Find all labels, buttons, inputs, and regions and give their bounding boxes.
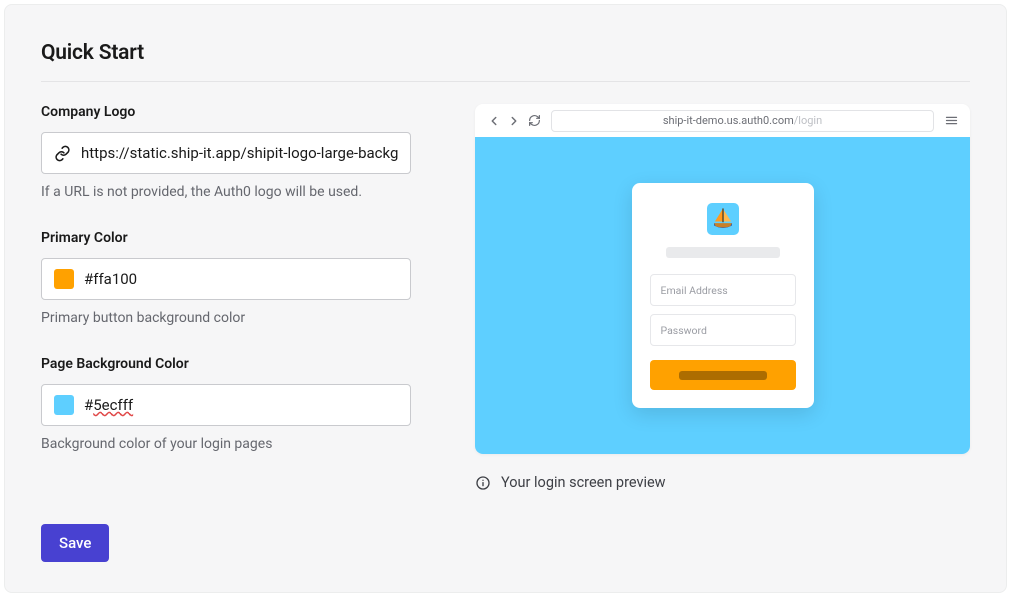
company-logo-label: Company Logo — [41, 104, 411, 120]
preview-column: ship-it-demo.us.auth0.com/login — [475, 104, 970, 562]
browser-toolbar: ship-it-demo.us.auth0.com/login — [475, 104, 970, 137]
primary-color-label: Primary Color — [41, 230, 411, 246]
primary-color-field: Primary Color Primary button background … — [41, 230, 411, 326]
company-logo-field: Company Logo If a URL is not provided, t… — [41, 104, 411, 200]
preview-caption-text: Your login screen preview — [501, 474, 666, 491]
refresh-icon[interactable] — [525, 112, 543, 130]
quick-start-panel: Quick Start Company Logo If a URL is not… — [4, 4, 1007, 593]
hamburger-icon[interactable] — [942, 112, 960, 130]
address-path: /login — [794, 114, 822, 127]
background-color-field: Page Background Color #5ecfff Background… — [41, 356, 411, 452]
background-color-input-wrap[interactable]: #5ecfff — [41, 384, 411, 426]
preview-login-button-label — [679, 371, 767, 380]
address-bar[interactable]: ship-it-demo.us.auth0.com/login — [551, 110, 934, 132]
primary-color-input[interactable] — [84, 270, 398, 288]
company-logo-hint: If a URL is not provided, the Auth0 logo… — [41, 184, 411, 200]
company-logo-input-wrap[interactable] — [41, 132, 411, 174]
preview-viewport: Email Address Password — [475, 137, 970, 454]
browser-nav — [485, 112, 543, 130]
background-color-hint: Background color of your login pages — [41, 436, 411, 452]
primary-color-hint: Primary button background color — [41, 310, 411, 326]
back-icon[interactable] — [485, 112, 503, 130]
background-color-input[interactable]: #5ecfff — [84, 396, 398, 414]
preview-caption: Your login screen preview — [475, 474, 970, 491]
primary-color-input-wrap[interactable] — [41, 258, 411, 300]
panel-content: Company Logo If a URL is not provided, t… — [41, 104, 970, 562]
preview-email-input: Email Address — [650, 274, 796, 306]
login-title-placeholder — [666, 247, 780, 258]
sailboat-icon — [710, 206, 736, 232]
address-host: ship-it-demo.us.auth0.com — [663, 114, 794, 127]
company-logo-input[interactable] — [81, 144, 398, 162]
forward-icon[interactable] — [505, 112, 523, 130]
preview-login-button — [650, 360, 796, 390]
save-button[interactable]: Save — [41, 524, 109, 562]
preview-browser: ship-it-demo.us.auth0.com/login — [475, 104, 970, 454]
preview-password-input: Password — [650, 314, 796, 346]
link-icon — [54, 145, 71, 162]
info-icon — [475, 475, 491, 491]
background-color-swatch[interactable] — [54, 395, 74, 415]
preview-logo — [707, 203, 739, 235]
login-card: Email Address Password — [632, 183, 814, 408]
primary-color-swatch[interactable] — [54, 269, 74, 289]
panel-title: Quick Start — [41, 41, 970, 82]
background-color-label: Page Background Color — [41, 356, 411, 372]
form-column: Company Logo If a URL is not provided, t… — [41, 104, 411, 562]
